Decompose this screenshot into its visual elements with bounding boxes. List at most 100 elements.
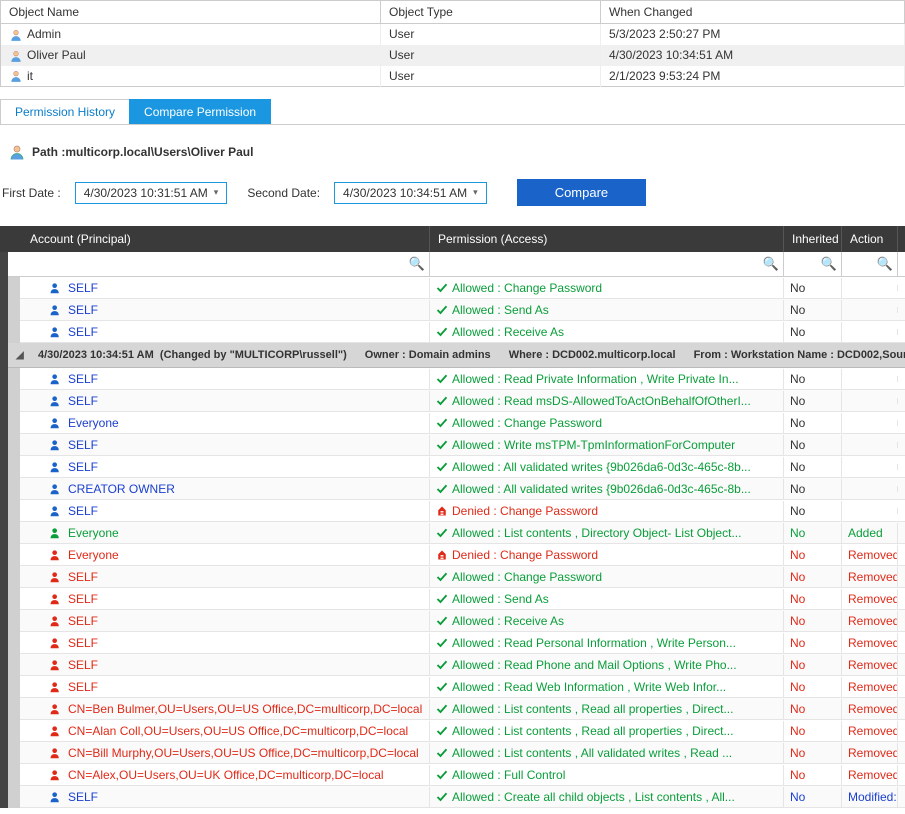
second-date-value: 4/30/2023 10:34:51 AM xyxy=(343,186,467,200)
inherited-value: No xyxy=(790,790,805,804)
path-value: multicorp.local\Users\Oliver Paul xyxy=(65,145,253,159)
person-icon xyxy=(50,417,64,429)
header-inherited[interactable]: Inherited xyxy=(784,226,842,252)
table-row[interactable]: Oliver PaulUser4/30/2023 10:34:51 AM xyxy=(1,45,905,66)
permission-text: Denied : Change Password xyxy=(452,548,598,562)
table-row[interactable]: SELFAllowed : Send AsNo xyxy=(20,299,905,321)
permission-text: Allowed : Create all child objects , Lis… xyxy=(452,790,735,804)
header-permission[interactable]: Permission (Access) xyxy=(430,226,784,252)
table-row[interactable]: SELFAllowed : Read Personal Information … xyxy=(20,632,905,654)
search-icon: 🔍 xyxy=(821,256,837,271)
account-name: SELF xyxy=(68,460,98,474)
table-row[interactable]: CN=Bill Murphy,OU=Users,OU=US Office,DC=… xyxy=(20,742,905,764)
table-row[interactable]: SELFAllowed : Create all child objects ,… xyxy=(20,786,905,808)
person-icon xyxy=(50,395,64,407)
objects-header-when[interactable]: When Changed xyxy=(601,1,905,24)
comparison-grid: Account (Principal) Permission (Access) … xyxy=(0,226,905,808)
person-icon xyxy=(50,326,64,338)
table-row[interactable]: SELFAllowed : Change PasswordNoRemoved xyxy=(20,566,905,588)
permission-text: Allowed : Change Password xyxy=(452,570,602,584)
inherited-value: No xyxy=(790,680,805,694)
tab-permission-history[interactable]: Permission History xyxy=(0,99,130,124)
table-row[interactable]: SELFAllowed : Change PasswordNo xyxy=(20,277,905,299)
table-row[interactable]: SELFAllowed : Read msDS-AllowedToActOnBe… xyxy=(20,390,905,412)
check-icon xyxy=(436,417,448,429)
grey-bar xyxy=(8,368,20,808)
action-value: Removed xyxy=(848,680,898,694)
check-icon xyxy=(436,725,448,737)
header-action[interactable]: Action xyxy=(842,226,898,252)
permission-text: Allowed : List contents , All validated … xyxy=(452,746,732,760)
table-row[interactable]: CN=Alex,OU=Users,OU=UK Office,DC=multico… xyxy=(20,764,905,786)
table-row[interactable]: SELF Allowed : Read Web Information , Wri… xyxy=(20,676,905,698)
account-name: Everyone xyxy=(68,548,119,562)
table-row[interactable]: SELFAllowed : Receive AsNo xyxy=(20,321,905,343)
person-icon xyxy=(50,681,64,693)
action-value: Removed xyxy=(848,636,898,650)
table-row[interactable]: AdminUser5/3/2023 2:50:27 PM xyxy=(1,24,905,45)
tab-compare-permission[interactable]: Compare Permission xyxy=(129,99,271,124)
check-icon xyxy=(436,659,448,671)
header-account[interactable]: Account (Principal) xyxy=(0,226,430,252)
person-icon xyxy=(50,725,64,737)
check-icon xyxy=(436,395,448,407)
account-name: SELF xyxy=(68,680,98,694)
inherited-value: No xyxy=(790,504,805,518)
person-icon xyxy=(50,593,64,605)
person-icon xyxy=(50,637,64,649)
filter-permission[interactable]: 🔍 xyxy=(430,252,784,276)
collapse-toggle-icon[interactable]: ◢ xyxy=(16,350,28,361)
dates-row: First Date : 4/30/2023 10:31:51 AM ▾ Sec… xyxy=(0,175,905,210)
table-row[interactable]: SELFAllowed : Write msTPM-TpmInformation… xyxy=(20,434,905,456)
check-icon xyxy=(436,282,448,294)
table-row[interactable]: SELF Allowed : All validated writes {9b02… xyxy=(20,456,905,478)
table-row[interactable]: EveryoneDenied : Change PasswordNoRemove… xyxy=(20,544,905,566)
permission-text: Allowed : Read Web Information , Write W… xyxy=(452,680,726,694)
check-icon xyxy=(436,571,448,583)
person-icon xyxy=(50,703,64,715)
search-icon: 🔍 xyxy=(409,256,425,271)
table-row[interactable]: EveryoneAllowed : List contents , Direct… xyxy=(20,522,905,544)
objects-header-type[interactable]: Object Type xyxy=(381,1,601,24)
objects-header-name[interactable]: Object Name xyxy=(1,1,381,24)
table-row[interactable]: SELFAllowed : Receive AsNoRemoved xyxy=(20,610,905,632)
table-row[interactable]: SELFAllowed : Send AsNoRemoved xyxy=(20,588,905,610)
table-row[interactable]: SELFAllowed : Read Phone and Mail Option… xyxy=(20,654,905,676)
inherited-value: No xyxy=(790,482,805,496)
first-date-picker[interactable]: 4/30/2023 10:31:51 AM ▾ xyxy=(75,182,228,204)
table-row[interactable]: SELFDenied : Change PasswordNo xyxy=(20,500,905,522)
table-row[interactable]: CN=Alan Coll,OU=Users,OU=US Office,DC=mu… xyxy=(20,720,905,742)
object-name: Admin xyxy=(27,27,61,41)
permission-text: Allowed : Receive As xyxy=(452,614,564,628)
table-row[interactable]: CREATOR OWNER Allowed : All validated wri… xyxy=(20,478,905,500)
group-header[interactable]: ◢ 4/30/2023 10:34:51 AM (Changed by "MUL… xyxy=(8,343,905,368)
action-value: Removed xyxy=(848,724,898,738)
second-date-picker[interactable]: 4/30/2023 10:34:51 AM ▾ xyxy=(334,182,487,204)
permission-text: Allowed : Read Private Information , Wri… xyxy=(452,372,739,386)
inherited-value: No xyxy=(790,394,805,408)
filter-inherited[interactable]: 🔍 xyxy=(784,252,842,276)
tabs: Permission History Compare Permission xyxy=(0,99,905,125)
table-row[interactable]: CN=Ben Bulmer,OU=Users,OU=US Office,DC=m… xyxy=(20,698,905,720)
compare-button[interactable]: Compare xyxy=(517,179,646,206)
filter-action[interactable]: 🔍 xyxy=(842,252,898,276)
inherited-value: No xyxy=(790,746,805,760)
grey-bar xyxy=(8,277,20,343)
table-row[interactable]: itUser2/1/2023 9:53:24 PM xyxy=(1,66,905,87)
account-name: CN=Alan Coll,OU=Users,OU=US Office,DC=mu… xyxy=(68,724,408,738)
deny-icon xyxy=(436,549,448,561)
filter-account[interactable]: 🔍 xyxy=(8,252,430,276)
account-name: SELF xyxy=(68,372,98,386)
person-icon xyxy=(50,304,64,316)
action-value: Modified: xyxy=(848,790,897,804)
person-icon xyxy=(50,373,64,385)
person-icon xyxy=(50,747,64,759)
account-name: CREATOR OWNER xyxy=(68,482,175,496)
inherited-value: No xyxy=(790,372,805,386)
table-row[interactable]: SELF Allowed : Read Private Information ,… xyxy=(20,368,905,390)
permission-text: Allowed : All validated writes {9b026da6… xyxy=(452,482,751,496)
permission-text: Allowed : All validated writes {9b026da6… xyxy=(452,460,751,474)
inherited-value: No xyxy=(790,768,805,782)
inherited-value: No xyxy=(790,570,805,584)
table-row[interactable]: EveryoneAllowed : Change PasswordNo xyxy=(20,412,905,434)
